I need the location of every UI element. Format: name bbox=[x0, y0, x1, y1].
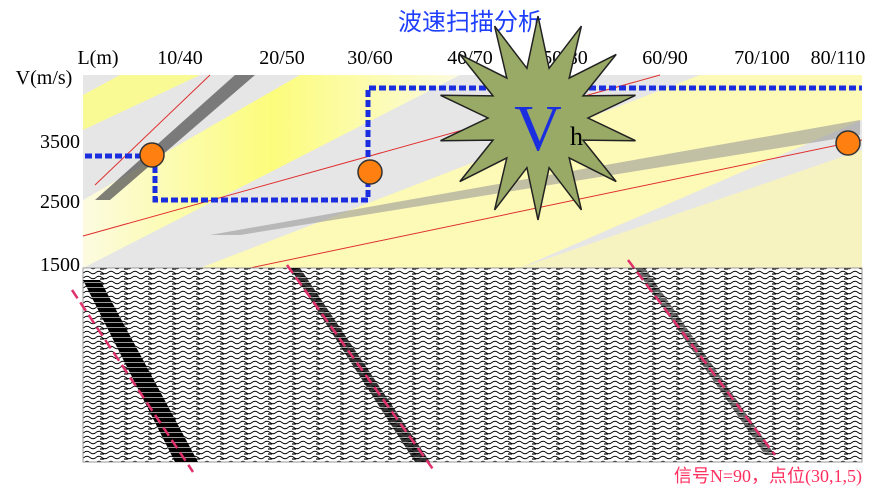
x-tick-label: 60/90 bbox=[642, 47, 688, 69]
y-tick-label: 2500 bbox=[40, 191, 80, 213]
x-tick-label: 80/110 bbox=[811, 47, 866, 69]
caption: 信号N=90，点位(30,1,5) bbox=[674, 466, 862, 487]
y-tick-label: 3500 bbox=[40, 131, 80, 153]
seismic-panel bbox=[72, 260, 862, 472]
velocity-subscript: h bbox=[570, 122, 583, 151]
x-tick-label: 30/60 bbox=[347, 47, 393, 69]
x-tick-label: 10/40 bbox=[157, 47, 203, 69]
pick-point bbox=[358, 160, 382, 184]
slide: 波速扫描分析 L(m) V(m/s) 10/4020/5030/6040/705… bbox=[0, 0, 882, 491]
x-axis-label: L(m) bbox=[77, 47, 118, 69]
pick-point bbox=[836, 131, 860, 155]
x-tick-label: 20/50 bbox=[259, 47, 305, 69]
y-axis-label: V(m/s) bbox=[16, 67, 73, 89]
y-ticks: 3500 2500 1500 bbox=[40, 131, 80, 276]
velocity-symbol: V bbox=[514, 92, 562, 165]
title: 波速扫描分析 bbox=[398, 8, 542, 36]
y-tick-label: 1500 bbox=[40, 254, 80, 276]
pick-point bbox=[140, 143, 164, 167]
x-tick-label: 70/100 bbox=[734, 47, 790, 69]
